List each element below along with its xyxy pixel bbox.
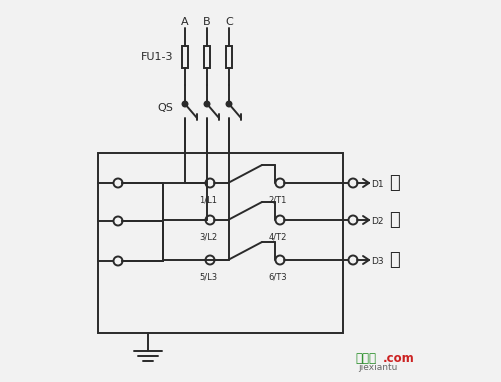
Circle shape xyxy=(226,102,231,107)
Text: 动: 动 xyxy=(389,211,400,229)
Text: 3/L2: 3/L2 xyxy=(199,232,217,241)
Text: D3: D3 xyxy=(371,256,384,265)
Text: 4/T2: 4/T2 xyxy=(269,232,287,241)
Text: 5/L3: 5/L3 xyxy=(199,272,217,281)
Text: QS: QS xyxy=(157,103,173,113)
Bar xyxy=(204,45,210,68)
Text: 1/L1: 1/L1 xyxy=(199,195,217,204)
Bar xyxy=(226,45,232,68)
Text: 接线图: 接线图 xyxy=(355,351,376,364)
Bar xyxy=(182,45,188,68)
Circle shape xyxy=(182,102,187,107)
Text: 电: 电 xyxy=(389,174,400,192)
Text: .com: .com xyxy=(383,351,415,364)
Bar xyxy=(98,153,343,333)
Text: 机: 机 xyxy=(389,251,400,269)
Text: 6/T3: 6/T3 xyxy=(269,272,287,281)
Circle shape xyxy=(204,102,209,107)
Text: D2: D2 xyxy=(371,217,383,225)
Text: A: A xyxy=(181,17,189,27)
Text: FU1-3: FU1-3 xyxy=(140,52,173,62)
Text: jiexiantu: jiexiantu xyxy=(358,364,397,372)
Text: D1: D1 xyxy=(371,180,384,188)
Text: C: C xyxy=(225,17,233,27)
Text: B: B xyxy=(203,17,211,27)
Text: 2/T1: 2/T1 xyxy=(269,195,287,204)
